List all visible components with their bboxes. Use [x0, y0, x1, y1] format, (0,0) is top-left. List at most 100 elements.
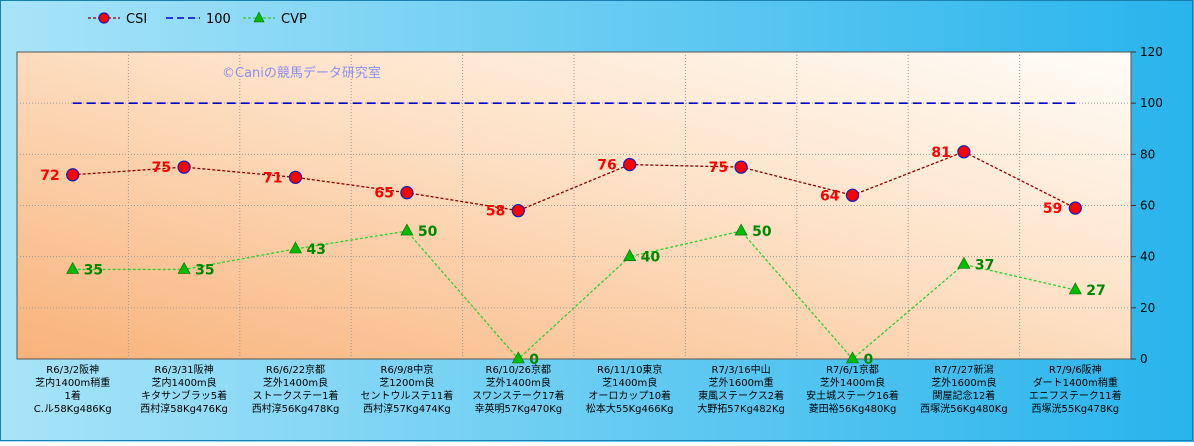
- legend-cvp-label: CVP: [281, 12, 307, 27]
- cvp-data-label: 50: [752, 224, 772, 240]
- x-tick-label: R6/3/31阪神芝内1400m良キタサンブラッ5着西村淳58Kg476Kg: [140, 363, 228, 415]
- cvp-point: [400, 223, 414, 236]
- cvp-data-label: 37: [975, 257, 994, 273]
- cvp-point: [957, 256, 971, 269]
- x-tick-label-line: 松本大55Kg466Kg: [586, 402, 674, 415]
- y-tick-label: 120: [1140, 45, 1163, 59]
- x-tick-label: R7/9/6阪神ダート1400m稍重エニフステーク11着西塚洸55Kg478Kg: [1029, 363, 1122, 415]
- watermark: ©Caniの競馬データ研究室: [222, 65, 381, 81]
- x-tick-label-line: R7/3/16中山: [712, 363, 771, 376]
- x-tick-label-line: R6/6/22京都: [266, 363, 325, 376]
- y-tick-label: 20: [1140, 301, 1155, 315]
- y-tick-label: 0: [1140, 352, 1148, 366]
- csi-data-label: 75: [152, 160, 171, 176]
- x-tick-label-line: 幸英明57Kg470Kg: [474, 402, 562, 415]
- legend-csi-marker: [98, 12, 110, 24]
- csi-point: [177, 160, 191, 174]
- x-tick-label-line: R6/10/26京都: [486, 363, 552, 376]
- x-tick-label: R6/6/22京都芝外1400m良ストークステー1着西村淳56Kg478Kg: [252, 363, 340, 415]
- cvp-data-label: 40: [641, 250, 661, 266]
- x-tick-label-line: ダート1400m稍重: [1033, 376, 1118, 389]
- x-tick-label-line: 関屋記念12着: [933, 389, 996, 402]
- cvp-point: [511, 351, 525, 364]
- x-tick-label-line: 芝内1400m良: [151, 376, 216, 389]
- cvp-data-label: 0: [864, 352, 874, 368]
- x-tick-label-line: R6/3/2阪神: [46, 363, 99, 376]
- cvp-point: [177, 261, 191, 274]
- x-tick-label-line: 芝1400m良: [602, 376, 657, 389]
- x-tick-label: R7/6/1京都芝外1400m良安土城ステーク16着菱田裕56Kg480Kg: [806, 363, 899, 415]
- legend-cvp-marker: [253, 11, 265, 23]
- x-tick-label-line: ストークステー1着: [252, 389, 338, 402]
- csi-point: [734, 160, 748, 174]
- csi-data-label: 81: [931, 145, 950, 161]
- x-axis-labels: R6/3/2阪神芝内1400m稍重 1着 C.ル58Kg486Kg R6/3/31阪神…: [34, 363, 1122, 415]
- x-tick-label-line: 芝外1400m良: [486, 376, 551, 389]
- cvp-point: [1068, 282, 1082, 295]
- cvp-point: [734, 223, 748, 236]
- x-tick-label-line: R7/9/6阪神: [1049, 363, 1102, 376]
- x-tick-label-line: オーロカップ10着: [588, 389, 671, 402]
- x-tick-label: R7/3/16中山芝外1600m重東風ステークス2着大野拓57Kg482Kg: [697, 363, 785, 415]
- legend: CSI 100 CVP: [88, 11, 307, 27]
- cvp-data-label: 35: [84, 262, 103, 278]
- cvp-point: [288, 241, 303, 254]
- x-tick-label-line: 東風ステークス2着: [698, 389, 784, 402]
- csi-data-label: 72: [40, 168, 59, 184]
- cvp-point: [66, 261, 80, 274]
- x-tick-label-line: 西村淳56Kg478Kg: [252, 402, 340, 415]
- cvp-data-label: 43: [307, 242, 326, 258]
- x-tick-label-line: 芝内1400m稍重: [35, 376, 110, 389]
- cvp-data-label: 35: [195, 262, 214, 278]
- x-tick-label: R6/3/2阪神芝内1400m稍重 1着 C.ル58Kg486Kg: [34, 363, 112, 415]
- csi-point: [957, 145, 971, 159]
- x-tick-label-line: 菱田裕56Kg480Kg: [809, 402, 897, 415]
- x-tick-label-line: 芝1200m良: [379, 376, 434, 389]
- cvp-data-label: 27: [1086, 283, 1105, 299]
- series-cvp-line: [72, 230, 1076, 360]
- x-tick-label-line: キタサンブラッ5着: [141, 389, 227, 402]
- x-tick-label-line: 大野拓57Kg482Kg: [697, 402, 785, 415]
- x-tick-label-line: 西村淳58Kg476Kg: [140, 402, 228, 415]
- series-layer: 35 35 43 50 0 40 50 0 37 27 72 75 71 65 58 76 75 64 81 59: [40, 102, 1106, 368]
- y-tick-label: 80: [1140, 147, 1155, 161]
- x-tick-label: R6/9/8中京芝1200m良セントウルステ11着西村淳57Kg474Kg: [361, 363, 454, 415]
- cvp-data-label: 0: [529, 352, 539, 368]
- csi-data-label: 76: [597, 158, 616, 174]
- legend-100-label: 100: [206, 12, 231, 27]
- csi-point: [66, 168, 80, 182]
- x-tick-label-line: 芝外1600m良: [931, 376, 996, 389]
- csi-data-label: 58: [486, 204, 505, 220]
- csi-data-label: 64: [820, 188, 840, 204]
- x-tick-label-line: R7/6/1京都: [826, 363, 879, 376]
- x-tick-label-line: R6/11/10東京: [597, 363, 663, 376]
- x-tick-label: R7/7/27新潟芝外1600m良関屋記念12着西塚洸56Kg480Kg: [920, 363, 1008, 415]
- x-tick-label-line: エニフステーク11着: [1029, 389, 1122, 402]
- cvp-data-label: 50: [418, 224, 438, 240]
- csi-point: [400, 186, 414, 200]
- x-tick-label-line: 安土城ステーク16着: [806, 389, 899, 402]
- series-csi-line: [72, 151, 1076, 212]
- csi-data-label: 65: [374, 186, 393, 202]
- x-tick-label-line: 西塚洸56Kg480Kg: [920, 402, 1008, 415]
- x-tick-label: R6/10/26京都芝外1400m良スワンステーク17着幸英明57Kg470Kg: [472, 363, 565, 415]
- legend-csi-label: CSI: [126, 12, 147, 27]
- x-tick-label-line: C.ル58Kg486Kg: [34, 404, 112, 415]
- x-tick-label-line: スワンステーク17着: [472, 389, 565, 402]
- csi-data-label: 71: [263, 170, 282, 186]
- x-tick-label-line: R7/7/27新潟: [934, 363, 993, 376]
- y-tick-label: 60: [1140, 199, 1155, 213]
- csi-point: [288, 170, 303, 185]
- x-tick-label-line: 1着: [65, 389, 81, 402]
- y-tick-label: 100: [1140, 96, 1163, 110]
- x-tick-label-line: 西塚洸55Kg478Kg: [1031, 402, 1119, 415]
- csi-point: [623, 157, 637, 172]
- x-tick-label-line: R6/3/31阪神: [155, 363, 214, 376]
- x-tick-label-line: セントウルステ11着: [361, 389, 454, 402]
- csi-data-label: 75: [709, 160, 728, 176]
- x-tick-label: R6/11/10東京芝1400m良オーロカップ10着松本大55Kg466Kg: [586, 363, 674, 415]
- x-tick-label-line: R6/9/8中京: [381, 363, 434, 376]
- y-tick-label: 40: [1140, 250, 1155, 264]
